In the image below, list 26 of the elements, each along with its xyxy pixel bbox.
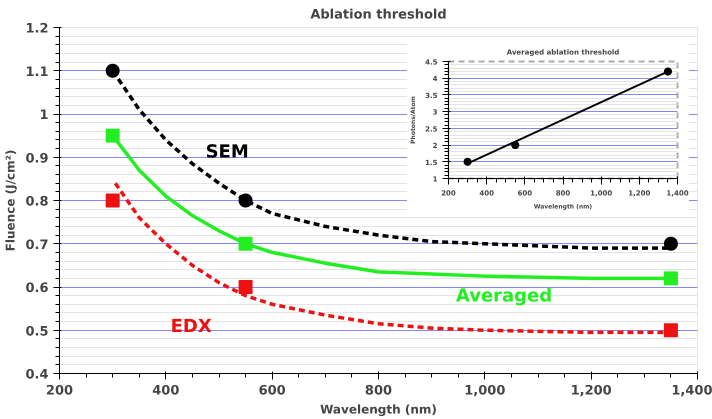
x-tick-label: 200: [46, 384, 74, 398]
x-tick-label: 1,200: [570, 384, 612, 398]
x-tick-label: 1,400: [671, 384, 712, 398]
point: [238, 280, 253, 294]
y-tick-label: 0.4: [25, 368, 48, 382]
text: Averaged: [456, 285, 552, 306]
y-tick-label: 1.1: [25, 64, 48, 80]
series-label: EDX: [170, 316, 212, 337]
x-tick-label: 400: [152, 384, 180, 398]
x-tick-label: 600: [258, 384, 286, 398]
point: [106, 194, 120, 208]
y-tick-label: 0.7: [25, 238, 48, 253]
y-tick-label: 0.6: [25, 281, 48, 296]
point: [664, 236, 678, 251]
y-tick-label: 0.5: [25, 324, 48, 340]
chart-title: Ablation threshold: [310, 8, 447, 22]
point: [664, 323, 678, 338]
y-axis-title: Fluence (J/cm²): [3, 150, 18, 252]
x-tick-label: 1,000: [464, 384, 506, 398]
y-tick-label: 0.9: [25, 151, 48, 166]
y-tick-label: 1: [39, 108, 48, 123]
y-tick-label: 1.2: [25, 22, 48, 36]
y-tick-label: 0.8: [25, 194, 48, 210]
series-label: SEM: [206, 142, 249, 162]
x-tick-label: 800: [364, 384, 392, 398]
x-axis-title: Wavelength (nm): [320, 402, 437, 416]
